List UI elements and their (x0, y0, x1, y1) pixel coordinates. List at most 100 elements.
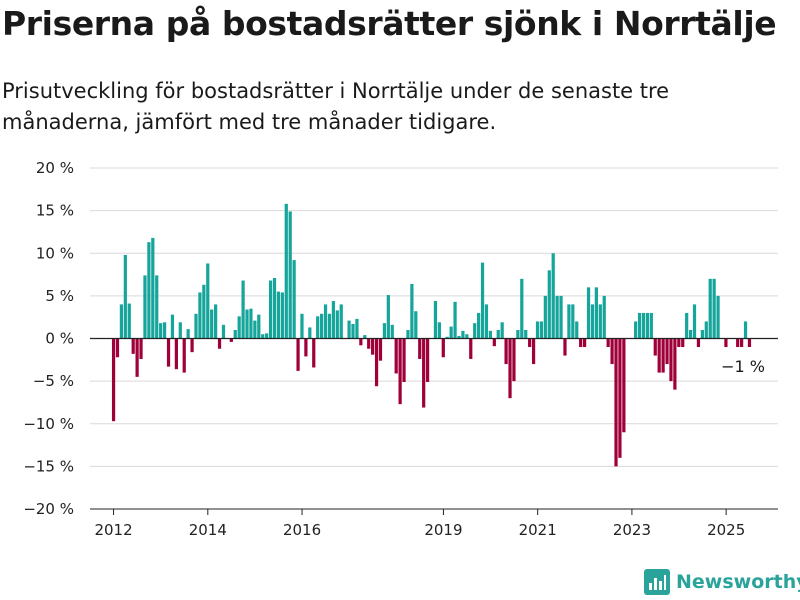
bar (579, 338, 583, 348)
bar (688, 329, 693, 339)
bar (355, 318, 359, 339)
bar (610, 338, 614, 365)
y-tick-label: 15 % (36, 202, 74, 220)
bar (312, 338, 316, 368)
bar (308, 327, 312, 339)
bar (598, 304, 602, 339)
bar (414, 311, 418, 339)
bar (473, 323, 477, 339)
bar (214, 304, 218, 339)
bar (162, 322, 167, 339)
bar (217, 338, 222, 349)
bar (496, 329, 500, 339)
bar (661, 338, 665, 373)
bar (363, 335, 367, 339)
bar (716, 295, 720, 339)
bar (508, 338, 512, 399)
bar (665, 338, 669, 365)
bar (559, 295, 563, 339)
bar (618, 338, 622, 458)
bar (477, 312, 481, 339)
chart-subtitle: Prisutveckling för bostadsrätter i Norrt… (2, 79, 670, 134)
y-tick-label: 5 % (45, 287, 74, 305)
bar (151, 237, 155, 339)
bar (276, 291, 281, 339)
bar (586, 287, 591, 339)
bar (198, 292, 202, 339)
bar (331, 300, 335, 339)
y-tick-label: 20 % (36, 159, 74, 177)
bar (386, 295, 390, 339)
bar (418, 338, 422, 359)
bar (280, 292, 284, 339)
bar (606, 338, 610, 348)
bar (457, 335, 461, 339)
bar (202, 284, 206, 339)
y-tick-label: −15 % (23, 457, 74, 475)
brand-name: Newsworthy (676, 571, 800, 593)
bar (567, 304, 571, 339)
bar (622, 338, 626, 433)
y-tick-label: −5 % (33, 372, 74, 390)
newsworthy-logo-icon (644, 569, 670, 595)
bar (547, 270, 551, 339)
bar (194, 313, 198, 339)
bar (520, 278, 524, 339)
bar (575, 321, 579, 339)
bar (712, 278, 716, 339)
bar (469, 338, 473, 359)
bar (115, 338, 120, 358)
bar (170, 314, 175, 339)
bar (371, 338, 375, 355)
bar-chart: 20 % 15 % 10 % 5 % 0 % −5 % −10 % −15 % −20 % 20… (23, 159, 778, 539)
bar (681, 338, 685, 348)
bar (253, 320, 257, 339)
latest-value-label: −1 % (721, 357, 765, 376)
bar (645, 312, 650, 339)
bar (637, 312, 642, 339)
bar (590, 304, 595, 339)
bar (186, 329, 190, 339)
bar (265, 333, 269, 339)
bar (143, 275, 147, 339)
x-tick-label: 2019 (424, 521, 462, 539)
bar (359, 338, 363, 346)
bar (221, 324, 226, 339)
bar (174, 338, 178, 370)
bar (708, 278, 712, 339)
bar (673, 338, 677, 390)
bar (155, 275, 159, 339)
bar (692, 304, 697, 339)
bar (178, 322, 182, 339)
bar (582, 338, 587, 348)
bar (700, 329, 704, 339)
bar (528, 338, 532, 348)
y-tick-label: 0 % (45, 330, 74, 348)
bar (135, 338, 139, 377)
bar (257, 314, 261, 339)
bar (740, 338, 744, 348)
bar (351, 324, 355, 339)
bar (323, 304, 328, 339)
bar (425, 338, 430, 382)
chart-title: Priserna på bostadsrätter sjönk i Norrtä… (2, 4, 777, 43)
bar (437, 322, 441, 339)
bar (449, 326, 453, 339)
bar (339, 304, 343, 339)
bar (292, 260, 296, 339)
bar (484, 304, 489, 339)
bar (445, 336, 449, 339)
bar (382, 323, 387, 339)
bar (288, 211, 292, 339)
bar (571, 304, 575, 339)
newsworthy-logo: Newsworthy (644, 569, 800, 595)
bar (139, 338, 143, 359)
bar (747, 338, 752, 348)
bar (433, 300, 438, 339)
x-tick-label: 2014 (189, 521, 227, 539)
bar (261, 334, 265, 339)
bar (284, 203, 288, 339)
bar (453, 301, 457, 339)
bar (524, 329, 528, 339)
bar (480, 262, 485, 339)
